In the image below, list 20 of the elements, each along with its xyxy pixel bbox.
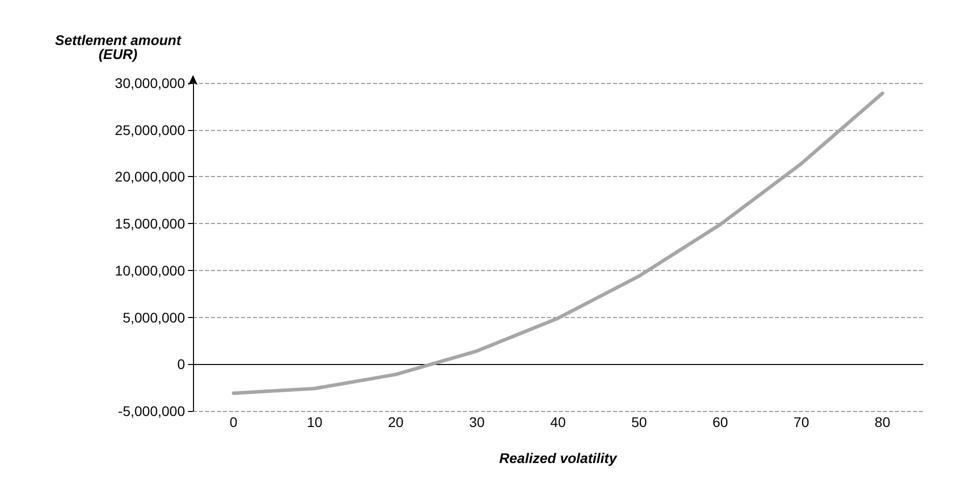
y-tick-label: 0 [177, 356, 186, 372]
x-axis-title: Realized volatility [499, 450, 618, 466]
y-tick-label: 20,000,000 [114, 168, 186, 185]
y-axis-title: Settlement amount (EUR) [54, 32, 182, 62]
line-series [232, 92, 884, 395]
y-tick-label: 30,000,000 [114, 75, 186, 91]
y-tick-label: 25,000,000 [114, 122, 186, 138]
x-tick-label: 60 [712, 414, 728, 430]
x-tick-label: 40 [550, 414, 566, 430]
x-tick-label: 10 [306, 414, 323, 430]
x-tick-label: 80 [874, 414, 890, 430]
x-tick-label: 0 [230, 414, 238, 430]
x-tick-label: 20 [388, 414, 404, 430]
x-tick-label: 70 [794, 414, 810, 430]
x-tick-label: 50 [631, 414, 648, 430]
y-tick-label: 5,000,000 [122, 309, 186, 326]
y-tick-label: -5,000,000 [118, 403, 186, 419]
y-tick-label: 15,000,000 [114, 216, 186, 232]
y-tick-label: 10,000,000 [114, 262, 186, 278]
x-tick-label: 30 [469, 414, 485, 430]
